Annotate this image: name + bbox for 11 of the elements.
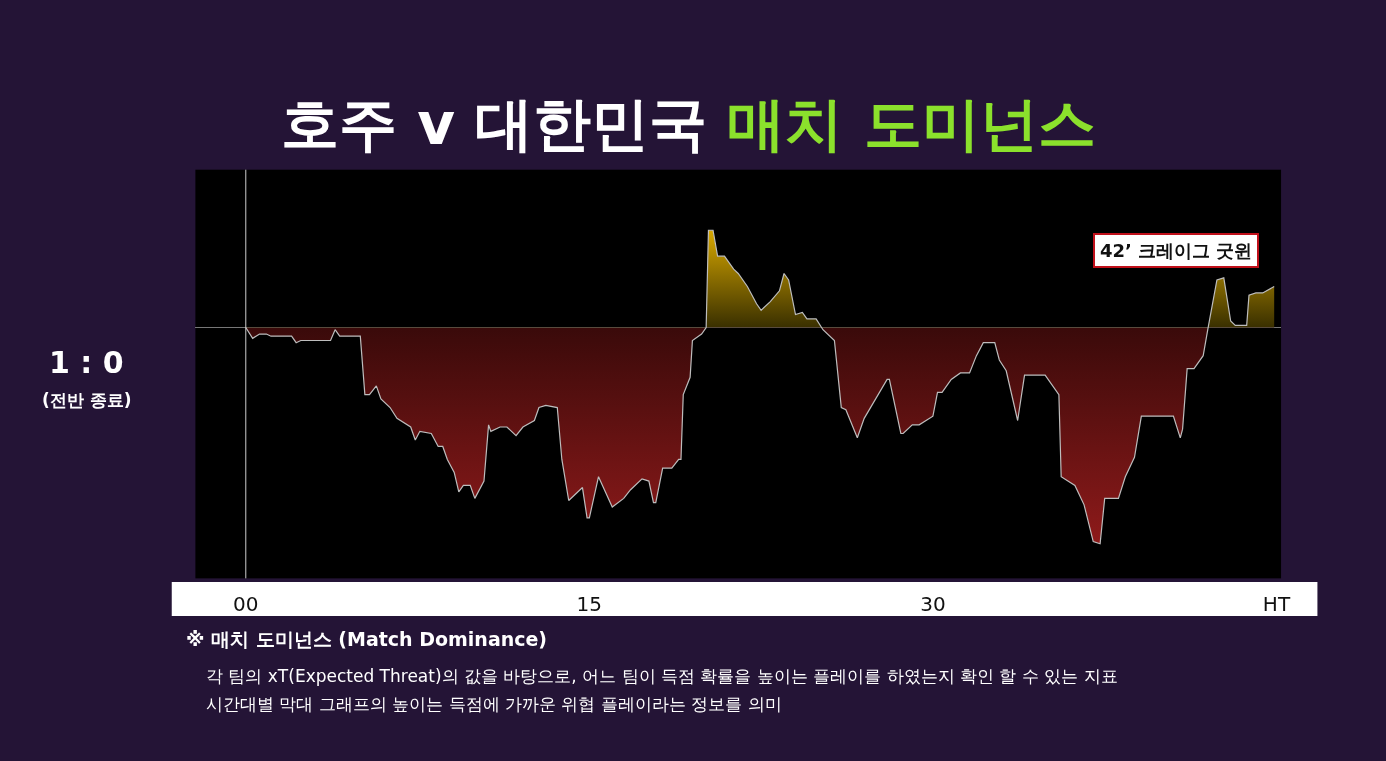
text: ※ 매치 도미넌스 (Match Dominance) bbox=[186, 628, 548, 650]
text: 각 팀의 xT(Expected Threat)의 값을 바탕으로, 어느 팀이 득점 확률을 높이는 플레이를 하였는지 확인 할 수 있는 지표 bbox=[206, 666, 1118, 686]
x-tick-label: 00 bbox=[233, 592, 259, 617]
text: 1 : 0 bbox=[49, 345, 124, 380]
text: (전반 종료) bbox=[42, 390, 132, 410]
x-tick-label: 30 bbox=[920, 592, 946, 617]
text: 시간대별 막대 그래프의 높이는 득점에 가까운 위협 플레이라는 정보를 의미 bbox=[206, 694, 782, 714]
annotation: 42’ 크레이그 굿윈 bbox=[1100, 240, 1253, 261]
chart-title: 호주 v 대한민국 매치 도미넌스 bbox=[281, 90, 1096, 158]
x-tick-label: 15 bbox=[576, 592, 603, 617]
x-tick-label: HT bbox=[1262, 592, 1291, 617]
